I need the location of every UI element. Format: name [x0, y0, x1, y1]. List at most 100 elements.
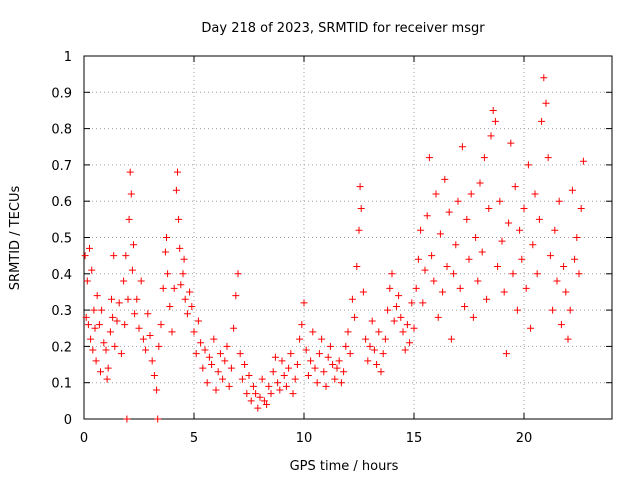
data-points [81, 74, 587, 423]
data-point [146, 332, 154, 340]
data-point [395, 292, 403, 300]
data-point [243, 390, 251, 398]
data-point [447, 335, 455, 343]
data-point [111, 342, 119, 350]
data-point [518, 255, 526, 263]
x-tick-label: 5 [190, 431, 198, 446]
data-point [249, 382, 257, 390]
data-point [137, 277, 145, 285]
data-point [414, 255, 422, 263]
data-point [188, 302, 196, 310]
grid-lines [84, 56, 612, 419]
data-point [423, 212, 431, 220]
data-point [356, 183, 364, 191]
data-point [434, 313, 442, 321]
data-point [375, 328, 383, 336]
data-point [166, 302, 174, 310]
data-point [386, 284, 394, 292]
data-point [142, 346, 150, 354]
data-point [348, 295, 356, 303]
data-point [410, 324, 418, 332]
data-point [115, 299, 123, 307]
data-point [351, 313, 359, 321]
data-point [203, 379, 211, 387]
data-point [362, 335, 370, 343]
data-point [441, 175, 449, 183]
data-point [131, 310, 139, 318]
data-point [113, 317, 121, 325]
data-point [199, 364, 207, 372]
data-point [201, 346, 209, 354]
data-point [271, 353, 279, 361]
data-point [256, 393, 264, 401]
data-point [82, 313, 90, 321]
data-point [164, 270, 172, 278]
data-point [401, 346, 409, 354]
data-point [83, 277, 91, 285]
data-point [230, 324, 238, 332]
y-tick-label: 0.7 [51, 159, 72, 174]
data-point [428, 252, 436, 260]
data-point [89, 346, 97, 354]
data-point [546, 252, 554, 260]
data-point [408, 299, 416, 307]
data-point [276, 386, 284, 394]
data-point [390, 317, 398, 325]
data-point [154, 415, 162, 423]
data-point [370, 346, 378, 354]
data-point [293, 361, 301, 369]
data-point [445, 208, 453, 216]
data-point [505, 219, 513, 227]
data-point [170, 284, 178, 292]
data-point [461, 302, 469, 310]
data-point [568, 186, 576, 194]
data-point [153, 386, 161, 394]
data-point [557, 321, 565, 329]
data-point [287, 350, 295, 358]
data-point [320, 368, 328, 376]
x-tick-label: 0 [80, 431, 88, 446]
data-point [313, 379, 321, 387]
data-point [232, 292, 240, 300]
data-point [88, 266, 96, 274]
data-point [566, 306, 574, 314]
data-point [373, 361, 381, 369]
data-point [120, 277, 128, 285]
data-point [122, 252, 130, 260]
data-point [238, 375, 246, 383]
data-point [133, 295, 141, 303]
y-axis-label: SRMTID / TECUs [8, 186, 23, 291]
data-point [463, 215, 471, 223]
axis-ticks: 0 5 10 15 20 0 0.1 0.2 0.3 0.4 0.5 0.6 0.7 0.8 0.9 1 [51, 50, 612, 446]
data-point [421, 266, 429, 274]
data-point [342, 342, 350, 350]
data-point [474, 277, 482, 285]
y-tick-label: 1 [64, 50, 72, 65]
data-point [465, 255, 473, 263]
data-point [480, 154, 488, 162]
data-point [397, 313, 405, 321]
data-point [564, 335, 572, 343]
data-point [494, 263, 502, 271]
data-point [542, 99, 550, 107]
data-point [560, 263, 568, 271]
data-point [148, 357, 156, 365]
data-point [322, 382, 330, 390]
data-point [227, 364, 235, 372]
data-point [573, 234, 581, 241]
data-point [412, 284, 420, 292]
data-point [86, 244, 93, 252]
data-point [127, 190, 135, 198]
data-point [97, 368, 104, 376]
data-point [126, 168, 134, 176]
data-point [524, 161, 532, 169]
data-point [469, 313, 477, 321]
data-point [289, 390, 297, 398]
data-point [124, 295, 132, 303]
data-point [234, 270, 242, 278]
y-tick-label: 0.8 [51, 123, 72, 138]
x-tick-label: 20 [516, 431, 533, 446]
data-point [186, 288, 194, 296]
x-tick-label: 15 [406, 431, 423, 446]
data-point [95, 321, 103, 329]
